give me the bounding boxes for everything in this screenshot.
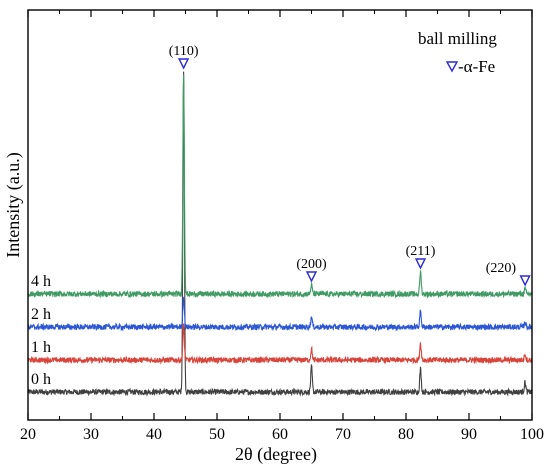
series-2-h: 2 h bbox=[27, 296, 533, 332]
x-tick-label: 50 bbox=[209, 426, 225, 443]
series-0-h: 0 h bbox=[27, 71, 533, 397]
peak-marker-triangle bbox=[177, 58, 190, 70]
series-layer: 0 h 1 h 2 h 4 h bbox=[27, 71, 533, 397]
series-1-h: 1 h bbox=[27, 323, 533, 365]
series-line bbox=[27, 296, 533, 332]
series-4-h: 4 h bbox=[27, 74, 533, 299]
x-tick-label: 100 bbox=[520, 426, 544, 443]
series-line bbox=[27, 323, 533, 365]
peak-label: (220) bbox=[486, 261, 517, 276]
x-tick-label: 40 bbox=[146, 426, 162, 443]
peak-marker-triangle bbox=[305, 271, 318, 283]
peak-marker-triangle bbox=[414, 258, 427, 270]
y-axis-label: Intensity (a.u.) bbox=[3, 152, 24, 257]
peak-label: (200) bbox=[296, 257, 327, 272]
x-tick-label: 70 bbox=[335, 426, 351, 443]
axes-layer: (110) (200) (211) (220) 20 30 40 50 60 70 80 90 100 bbox=[20, 9, 544, 443]
x-tick-label: 80 bbox=[398, 426, 414, 443]
series-line bbox=[27, 71, 533, 397]
x-tick-label: 60 bbox=[272, 426, 288, 443]
peak-label: (110) bbox=[169, 44, 199, 59]
legend-triangle-marker bbox=[445, 61, 459, 73]
series-label: 2 h bbox=[31, 306, 51, 323]
x-axis-label: 2θ (degree) bbox=[235, 444, 317, 465]
legend-title: ball milling bbox=[418, 29, 497, 48]
x-tick-label: 90 bbox=[461, 426, 477, 443]
legend-entry-alpha-fe: -α-Fe bbox=[445, 57, 495, 76]
series-label: 4 h bbox=[31, 273, 51, 290]
legend-label: -α-Fe bbox=[458, 57, 495, 76]
x-tick-label: 20 bbox=[20, 426, 36, 443]
x-tick-label: 30 bbox=[83, 426, 99, 443]
peak-marker-triangle bbox=[519, 275, 531, 287]
series-line bbox=[27, 74, 533, 299]
series-label: 0 h bbox=[31, 371, 51, 388]
peak-label: (211) bbox=[406, 244, 436, 259]
series-label: 1 h bbox=[31, 339, 51, 356]
